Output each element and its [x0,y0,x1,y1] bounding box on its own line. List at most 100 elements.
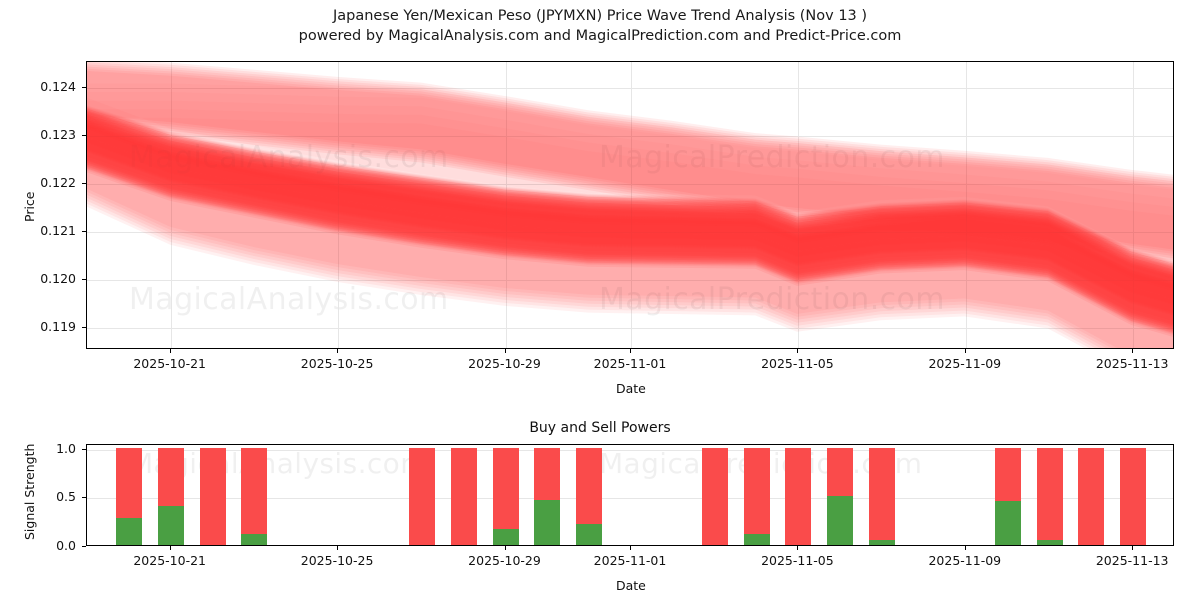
price-band [87,64,1173,257]
bar-item[interactable] [450,447,477,545]
bar-item[interactable] [576,447,603,545]
bar-item[interactable] [199,447,226,545]
price-xtick-label-2: 2025-10-29 [468,356,541,371]
price-gridline-h-5 [87,88,1173,90]
price-xtick-label-3: 2025-11-01 [593,356,667,371]
price-gridline-h-1 [87,280,1173,282]
bar-xtick-mark-4 [797,546,799,550]
price-gridline-v-5 [965,62,967,348]
price-band [87,107,1173,291]
bar-item[interactable] [1036,447,1063,545]
price-ytick-label-5: 0.124 [40,79,76,95]
bar-item[interactable] [534,447,561,545]
price-band [87,110,1173,325]
price-band [87,114,1173,298]
price-xtick-mark-2 [504,349,506,353]
price-band [87,117,1173,348]
bar-xtick-mark-2 [504,546,506,550]
bar-item[interactable] [869,447,896,545]
price-band [87,120,1173,348]
price-gridline-h-3 [87,184,1173,186]
price-band [87,105,1173,348]
price-ytick-label-1: 0.120 [40,271,76,287]
bar-xtick-label-3: 2025-11-01 [593,553,667,568]
bar-xtick-label-0: 2025-10-21 [133,553,207,568]
price-band [87,118,1173,303]
bar-buy-segment [869,540,896,545]
price-band [87,117,1173,301]
price-band [87,120,1173,335]
bar-sell-segment [408,447,435,545]
price-band [87,108,1173,348]
bar-y-axis-label: Signal Strength [22,443,37,540]
price-ytick-mark-4 [82,135,86,137]
price-x-axis-label: Date [616,381,646,396]
bar-item[interactable] [408,447,435,545]
bar-xtick-mark-0 [169,546,171,550]
price-ytick-label-2: 0.121 [40,223,76,239]
bar-item[interactable] [785,447,812,545]
price-ytick-mark-5 [82,87,86,89]
bar-ytick-mark-1 [82,497,86,499]
price-xtick-label-6: 2025-11-13 [1095,356,1169,371]
price-band [87,118,1173,333]
price-gridline-h-2 [87,232,1173,234]
price-wave-plot: MagicalAnalysis.com MagicalPrediction.co… [86,61,1174,349]
bar-item[interactable] [701,447,728,545]
price-gridline-h-4 [87,136,1173,138]
bar-item[interactable] [241,447,268,545]
price-gridline-v-0 [170,62,172,348]
price-band [87,113,1173,297]
price-band [87,134,1173,328]
price-band [87,140,1173,334]
price-band [87,114,1173,348]
price-band [87,137,1173,331]
bar-chart-title: Buy and Sell Powers [529,420,671,436]
bar-item[interactable] [743,447,770,545]
bar-buy-segment [1036,540,1063,545]
price-band [87,123,1173,312]
bar-sell-segment [492,447,519,545]
price-band [87,131,1173,325]
price-band [87,62,1173,252]
price-ytick-mark-0 [82,327,86,329]
price-band [87,119,1173,304]
bar-xtick-mark-5 [964,546,966,550]
page-subtitle: powered by MagicalAnalysis.com and Magic… [298,28,902,44]
price-xtick-mark-6 [1132,349,1134,353]
bar-buy-segment [115,517,142,545]
price-ytick-label-0: 0.119 [40,319,76,335]
bar-ytick-label-1: 0.5 [56,489,76,505]
buy-sell-powers-plot: MagicalAnalysis.com MagicalPrediction.co… [86,444,1174,546]
price-ytick-label-4: 0.123 [40,127,76,143]
price-band [87,115,1173,300]
price-band [87,111,1173,348]
price-band [87,111,1173,296]
price-band [87,122,1173,337]
bar-sell-segment [785,447,812,545]
price-band [87,123,1173,348]
price-band [87,132,1173,326]
bar-item[interactable] [492,447,519,545]
bar-item[interactable] [827,447,854,545]
bar-item[interactable] [115,447,142,545]
bar-ytick-mark-0 [82,546,86,547]
bar-item[interactable] [1078,447,1105,545]
price-xtick-mark-0 [169,349,171,353]
price-xtick-label-0: 2025-10-21 [133,356,207,371]
bar-item[interactable] [994,447,1021,545]
bar-item[interactable] [157,447,184,545]
price-band [87,139,1173,333]
bar-sell-segment [1078,447,1105,545]
bar-buy-segment [994,501,1021,545]
bar-ytick-label-2: 1.0 [56,440,76,456]
price-band [87,138,1173,332]
price-band [87,108,1173,293]
bar-sell-segment [450,447,477,545]
price-xtick-mark-5 [964,349,966,353]
bar-buy-segment [827,496,854,545]
price-band [87,70,1173,263]
bar-gridline-2 [87,449,1173,451]
bar-item[interactable] [1120,447,1147,545]
